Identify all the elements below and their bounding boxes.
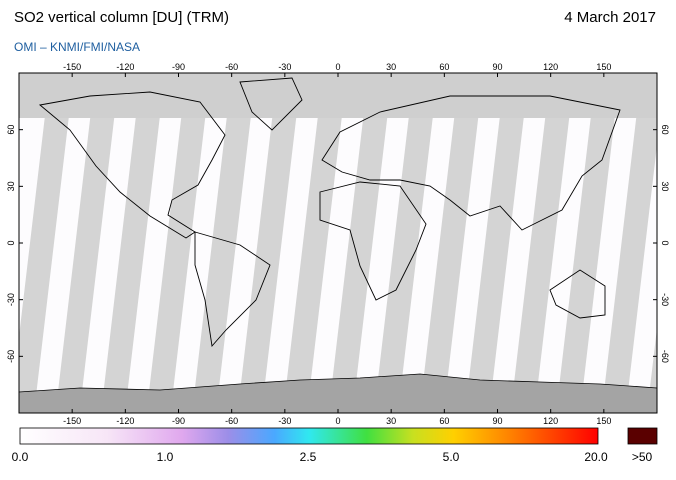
- orbit-gap: [419, 73, 484, 413]
- colorbar-labels: 0.0 1.0 2.5 5.0 20.0 >50: [12, 450, 653, 464]
- australia: [549, 269, 606, 319]
- lon-tick-label: -90: [172, 416, 185, 426]
- orbit-gap: [237, 73, 302, 413]
- lon-tick-label: 30: [386, 62, 396, 72]
- orbit-gap: [328, 73, 393, 413]
- lon-tick-label: 150: [596, 416, 611, 426]
- subtitle: OMI – KNMI/FMI/NASA: [14, 40, 140, 54]
- lat-tick-label: 30: [660, 181, 670, 191]
- lat-tick-label: -30: [660, 293, 670, 306]
- orbit-gap: [101, 73, 165, 413]
- lat-tick-label: -60: [660, 350, 670, 363]
- lat-tick-label: 60: [660, 125, 670, 135]
- lon-tick-label: 60: [439, 62, 449, 72]
- date: 4 March 2017: [564, 9, 656, 26]
- lat-tick-label: -30: [6, 293, 16, 306]
- lon-tick-label: 90: [492, 62, 502, 72]
- orbit-gap: [192, 73, 256, 413]
- north-america: [38, 91, 226, 239]
- lat-tick-label: 0: [660, 240, 670, 245]
- africa: [319, 181, 427, 301]
- map: [19, 73, 657, 413]
- orbit-gap: [601, 73, 657, 413]
- south-america: [194, 231, 271, 348]
- colorbar-label: 0.0: [12, 450, 29, 464]
- orbit-gap: [55, 73, 120, 413]
- lat-tick-label: 60: [6, 125, 16, 135]
- orbit-gap: [146, 73, 211, 413]
- coastlines: [38, 77, 621, 348]
- lon-tick-label: 60: [439, 416, 449, 426]
- title: SO2 vertical column [DU] (TRM): [14, 9, 229, 26]
- polar-night: [19, 73, 657, 118]
- lon-tick-label: -30: [278, 416, 291, 426]
- lon-tick-label: 120: [543, 416, 558, 426]
- colorbar-label: 5.0: [443, 450, 460, 464]
- colorbar-over-label: >50: [632, 450, 653, 464]
- lon-tick-label: -30: [278, 62, 291, 72]
- colorbar-label: 1.0: [157, 450, 174, 464]
- lat-tick-label: 30: [6, 181, 16, 191]
- lon-tick-label: -120: [116, 416, 134, 426]
- lon-tick-label: 0: [335, 416, 340, 426]
- lat-tick-label: -60: [6, 350, 16, 363]
- orbit-gaps: [19, 73, 657, 413]
- lon-tick-label: 120: [543, 62, 558, 72]
- lat-tick-label: 0: [6, 240, 16, 245]
- lon-tick-label: -90: [172, 62, 185, 72]
- colorbar-label: 20.0: [584, 450, 608, 464]
- orbit-gap: [374, 73, 438, 413]
- lon-tick-label: -60: [225, 416, 238, 426]
- orbit-gap: [283, 73, 347, 413]
- orbit-gap: [19, 73, 74, 413]
- lon-tick-label: 150: [596, 62, 611, 72]
- colorbar-over: [627, 427, 658, 445]
- lon-tick-label: 90: [492, 416, 502, 426]
- orbit-gap: [556, 73, 620, 413]
- orbit-gap: [510, 73, 575, 413]
- lon-tick-label: -60: [225, 62, 238, 72]
- lon-tick-label: 0: [335, 62, 340, 72]
- lon-tick-label: 30: [386, 416, 396, 426]
- antarctica: [19, 373, 657, 413]
- orbit-gap: [465, 73, 529, 413]
- greenland: [239, 77, 303, 131]
- axis-ticks: -150 -150 -120 -120 -90 -90 -60 -60 -30 -30 0 0 30 30…: [6, 62, 670, 426]
- lon-tick-label: -150: [63, 62, 81, 72]
- lon-tick-label: -120: [116, 62, 134, 72]
- colorbar-label: 2.5: [300, 450, 317, 464]
- lon-tick-label: -150: [63, 416, 81, 426]
- eurasia: [321, 95, 621, 231]
- colorbar: [19, 427, 599, 445]
